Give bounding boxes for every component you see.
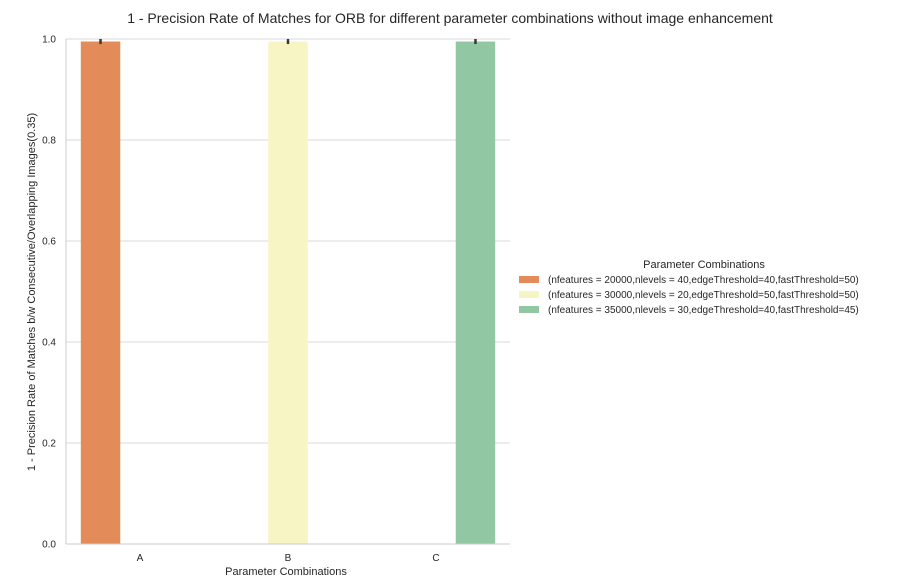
legend-swatch (519, 291, 539, 298)
y-tick-label: 0.6 (42, 237, 56, 248)
x-axis-label: Parameter Combinations (225, 566, 347, 576)
axes (65, 39, 510, 545)
y-tick-label: 1.0 (42, 35, 56, 46)
y-tick-label: 0.8 (42, 136, 56, 147)
chart-title: 1 - Precision Rate of Matches for ORB fo… (127, 10, 773, 26)
y-tick-label: 0.2 (42, 439, 56, 450)
bar (80, 41, 121, 545)
y-tick-labels: 0.0 0.2 0.4 0.6 0.8 1.0 (42, 35, 56, 551)
legend-label: (nfeatures = 30000,nlevels = 20,edgeThre… (548, 290, 859, 301)
x-tick-label: A (137, 553, 144, 564)
y-tick-label: 0.0 (42, 540, 56, 551)
legend-label: (nfeatures = 35000,nlevels = 30,edgeThre… (548, 305, 859, 316)
legend-items: (nfeatures = 20000,nlevels = 40,edgeThre… (519, 275, 859, 316)
y-tick-label: 0.4 (42, 338, 56, 349)
legend-label: (nfeatures = 20000,nlevels = 40,edgeThre… (548, 275, 859, 286)
x-tick-labels: A B C (137, 553, 440, 564)
bar (455, 41, 496, 545)
error-bars (99, 39, 477, 45)
legend: Parameter Combinations (nfeatures = 2000… (519, 259, 859, 316)
x-tick-label: B (285, 553, 292, 564)
x-tick-label: C (432, 553, 439, 564)
y-axis-label: 1 - Precision Rate of Matches b/w Consec… (26, 113, 38, 471)
legend-title: Parameter Combinations (643, 259, 765, 271)
bar (268, 41, 308, 545)
legend-swatch (519, 306, 539, 313)
legend-swatch (519, 276, 539, 283)
bars (80, 41, 496, 545)
